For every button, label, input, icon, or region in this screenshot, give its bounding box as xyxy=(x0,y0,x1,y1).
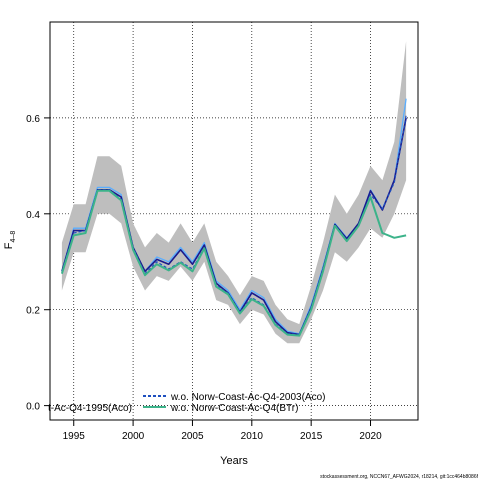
legend-truncated-label: t-Ac-Q4-1995(Aco) xyxy=(48,403,132,414)
x-axis-title: Years xyxy=(220,455,248,467)
legend: t-Ac-Q4-1995(Aco) w.o. Norw-Coast-Ac-Q4-2… xyxy=(48,392,326,414)
y-axis-title-subscript: 4–8 xyxy=(10,231,17,243)
plot-frame xyxy=(49,21,419,421)
y-tick-label: 0.4 xyxy=(26,210,40,221)
legend-label-1: w.o. Norw-Coast-Ac-Q4-2003(Aco) xyxy=(170,392,326,403)
x-tick-label: 2005 xyxy=(181,431,204,442)
y-axis-title: F4–8 xyxy=(3,231,17,250)
series-layer xyxy=(60,98,407,337)
x-tick-label: 2000 xyxy=(122,431,145,442)
y-tick-label: 0.6 xyxy=(26,114,40,125)
x-tick-label: 1995 xyxy=(63,431,86,442)
footer-source-text: stockassessment.org, NCCN67_AFWG2024, r1… xyxy=(320,474,478,480)
series-line-4 xyxy=(60,189,407,337)
x-tick-label: 2020 xyxy=(359,431,382,442)
legend-label-2: w.o. Norw-Coast-Ac-Q4(BTr) xyxy=(170,403,298,414)
x-tick-label: 2010 xyxy=(241,431,264,442)
y-axis-title-main: F xyxy=(3,242,15,249)
y-axis: 0.0 0.2 0.4 0.6 xyxy=(26,114,50,413)
y-tick-label: 0.0 xyxy=(26,402,40,413)
x-axis: 1995 2000 2005 2010 2015 2020 xyxy=(63,420,382,442)
x-tick-label: 2015 xyxy=(300,431,323,442)
y-tick-label: 0.2 xyxy=(26,306,40,317)
